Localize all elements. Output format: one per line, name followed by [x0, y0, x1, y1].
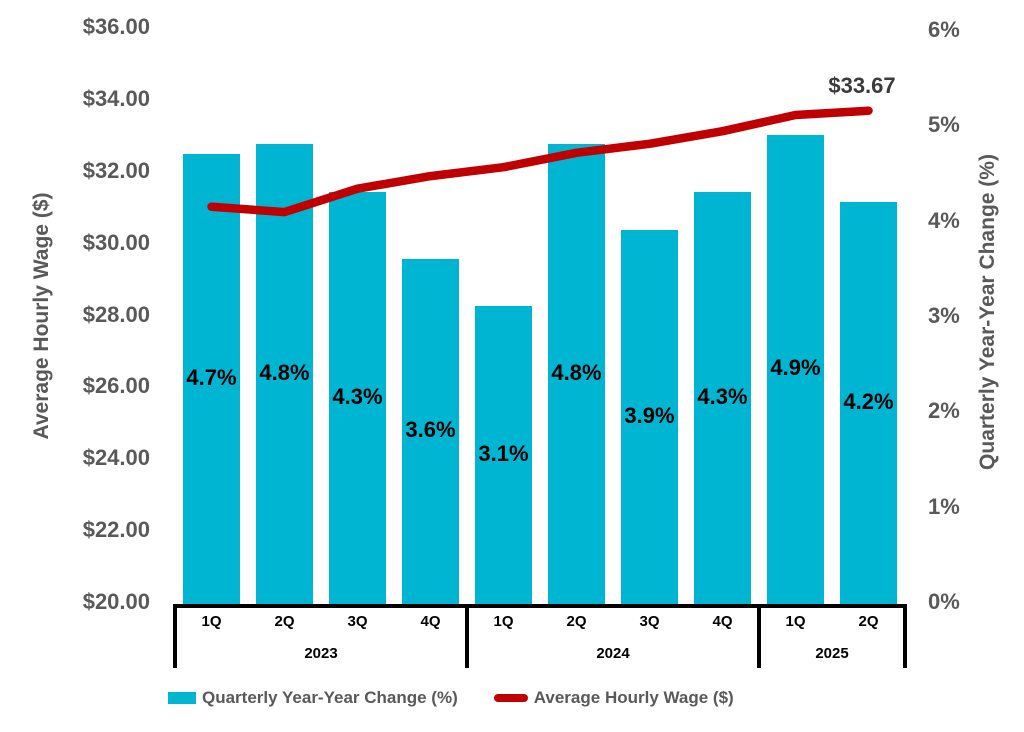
bar-value-label: 4.8% [551, 360, 602, 386]
bar [329, 192, 386, 604]
legend-line-swatch-icon [493, 694, 528, 702]
bar-value-label: 3.6% [405, 417, 456, 443]
bar [256, 144, 313, 604]
left-axis-tick: $30.00 [82, 229, 150, 255]
bar [183, 153, 240, 604]
year-divider [757, 604, 761, 668]
left-axis-tick: $28.00 [82, 301, 150, 327]
legend-line-label: Average Hourly Wage ($) [533, 688, 734, 707]
left-axis-tick: $24.00 [82, 445, 150, 471]
year-divider [465, 604, 469, 668]
legend: Quarterly Year-Year Change (%) Average H… [168, 688, 734, 708]
year-label: 2024 [596, 645, 630, 662]
bar-value-label: 4.3% [697, 384, 748, 410]
legend-bar-swatch-icon [168, 692, 196, 704]
left-axis-tick: $32.00 [82, 157, 150, 183]
quarter-label: 2Q [566, 613, 587, 630]
year-label: 2025 [815, 645, 849, 662]
bar-value-label: 4.7% [186, 364, 237, 390]
year-label: 2023 [304, 645, 338, 662]
bar-value-label: 4.2% [843, 388, 894, 414]
bar-value-label: 3.9% [624, 403, 675, 429]
wage-line-end-label: $33.67 [828, 73, 896, 98]
left-axis-tick: $20.00 [82, 589, 150, 614]
year-divider [903, 604, 907, 668]
quarter-label: 3Q [347, 613, 368, 630]
quarter-label: 4Q [712, 613, 733, 630]
left-axis-tick: $34.00 [82, 85, 150, 111]
legend-item-line: Average Hourly Wage ($) [493, 688, 734, 708]
left-axis-tick: $22.00 [82, 517, 150, 543]
legend-bar-label: Quarterly Year-Year Change (%) [202, 688, 458, 707]
quarter-label: 2Q [858, 613, 879, 630]
bar-value-label: 4.9% [770, 355, 821, 381]
right-axis-tick: 4% [928, 207, 960, 233]
right-axis-tick: 3% [928, 303, 960, 328]
bar [621, 230, 678, 604]
bar [694, 192, 751, 604]
legend-item-bars: Quarterly Year-Year Change (%) [168, 688, 458, 708]
quarter-label: 2Q [274, 613, 295, 630]
bar [840, 201, 897, 604]
quarter-label: 1Q [493, 613, 514, 630]
right-axis-tick: 5% [928, 112, 960, 138]
year-divider [173, 604, 177, 668]
right-axis-tick: 2% [928, 398, 960, 424]
bar [548, 144, 605, 604]
quarter-label: 1Q [201, 613, 222, 630]
right-axis-tick: 0% [928, 589, 960, 614]
bar-value-label: 3.1% [478, 441, 529, 467]
bar [402, 258, 459, 604]
quarter-label: 4Q [420, 613, 441, 630]
bar [475, 306, 532, 604]
right-axis-tick: 1% [928, 493, 960, 519]
left-axis-tick: $36.00 [82, 14, 150, 39]
quarter-label: 1Q [785, 613, 806, 630]
left-axis-tick: $26.00 [82, 373, 150, 399]
right-axis-tick: 6% [928, 17, 960, 42]
quarter-label: 3Q [639, 613, 660, 630]
category-axis-line [173, 604, 907, 608]
bar-value-label: 4.8% [259, 360, 310, 386]
bar-value-label: 4.3% [332, 384, 383, 410]
